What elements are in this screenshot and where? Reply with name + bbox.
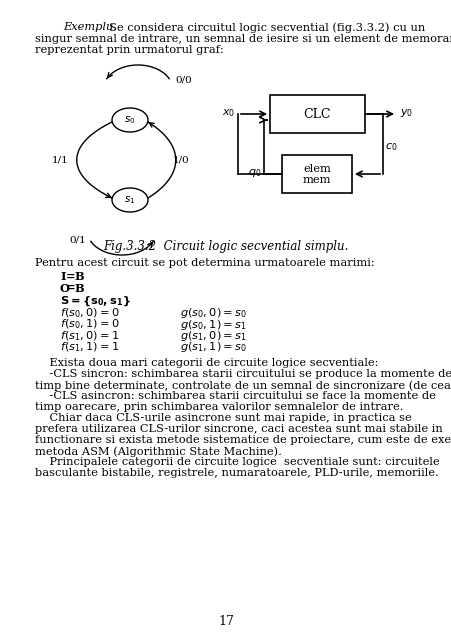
Text: -CLS asincron: schimbarea starii circuitului se face la momente de: -CLS asincron: schimbarea starii circuit… bbox=[35, 391, 435, 401]
Text: =: = bbox=[66, 283, 75, 294]
Text: basculante bistabile, registrele, numaratoarele, PLD-urile, memoriile.: basculante bistabile, registrele, numara… bbox=[35, 468, 438, 478]
Text: Fig.3.3.2  Circuit logic secvential simplu.: Fig.3.3.2 Circuit logic secvential simpl… bbox=[103, 240, 348, 253]
Text: timp bine determinate, controlate de un semnal de sincronizare (de ceas);: timp bine determinate, controlate de un … bbox=[35, 380, 451, 390]
Text: $f(s_1,0) = 1$: $f(s_1,0) = 1$ bbox=[60, 329, 119, 342]
Text: $g(s_1,1) = s_0$: $g(s_1,1) = s_0$ bbox=[179, 340, 246, 355]
Text: prefera utilizarea CLS-urilor sincrone, caci acestea sunt mai stabile in: prefera utilizarea CLS-urilor sincrone, … bbox=[35, 424, 442, 434]
Text: $y_0$: $y_0$ bbox=[399, 107, 412, 119]
Text: O: O bbox=[60, 283, 70, 294]
Text: I: I bbox=[60, 271, 65, 282]
Bar bbox=[281, 155, 351, 193]
Text: $f(s_1,1) = 1$: $f(s_1,1) = 1$ bbox=[60, 340, 119, 354]
Text: -CLS sincron: schimbarea starii circuitului se produce la momente de: -CLS sincron: schimbarea starii circuitu… bbox=[35, 369, 451, 379]
Text: metoda ASM (Algorithmic State Machine).: metoda ASM (Algorithmic State Machine). bbox=[35, 446, 281, 456]
Text: 0/1: 0/1 bbox=[69, 236, 86, 244]
Text: $c_0$: $c_0$ bbox=[384, 141, 396, 153]
Text: functionare si exista metode sistematice de proiectare, cum este de exemplu: functionare si exista metode sistematice… bbox=[35, 435, 451, 445]
Text: Pentru acest circuit se pot determina urmatoarele marimi:: Pentru acest circuit se pot determina ur… bbox=[35, 258, 374, 268]
Text: $\mathbf{S = \{s_0, s_1\}}$: $\mathbf{S = \{s_0, s_1\}}$ bbox=[60, 294, 130, 308]
Text: $q_0$: $q_0$ bbox=[247, 167, 260, 179]
Text: $x_0$: $x_0$ bbox=[221, 107, 235, 119]
Text: $s_1$: $s_1$ bbox=[124, 194, 135, 206]
Text: $g(s_0,0) = s_0$: $g(s_0,0) = s_0$ bbox=[179, 306, 246, 320]
Text: $g(s_0,1) = s_1$: $g(s_0,1) = s_1$ bbox=[179, 317, 246, 332]
Text: 1/1: 1/1 bbox=[52, 156, 69, 164]
Text: $s_0$: $s_0$ bbox=[124, 114, 135, 126]
Text: singur semnal de intrare, un semnal de iesire si un element de memorare,: singur semnal de intrare, un semnal de i… bbox=[35, 33, 451, 44]
Text: B: B bbox=[74, 283, 83, 294]
Text: 0/0: 0/0 bbox=[175, 76, 191, 84]
Text: CLC: CLC bbox=[303, 108, 331, 120]
Text: 1/0: 1/0 bbox=[173, 156, 189, 164]
Bar bbox=[269, 95, 364, 133]
Text: $f(s_0,1) = 0$: $f(s_0,1) = 0$ bbox=[60, 317, 120, 331]
Text: Se considera circuitul logic secvential (fig.3.3.2) cu un: Se considera circuitul logic secvential … bbox=[109, 22, 424, 33]
Text: Exista doua mari categorii de circuite logice secventiale:: Exista doua mari categorii de circuite l… bbox=[35, 358, 377, 368]
Text: Exemplu.: Exemplu. bbox=[63, 22, 117, 32]
Text: Principalele categorii de circuite logice  secventiale sunt: circuitele: Principalele categorii de circuite logic… bbox=[35, 457, 439, 467]
Text: B: B bbox=[74, 271, 83, 282]
Text: elem: elem bbox=[302, 164, 330, 174]
Text: reprezentat prin urmatorul graf:: reprezentat prin urmatorul graf: bbox=[35, 45, 223, 55]
Text: Chiar daca CLS-urile asincrone sunt mai rapide, in practica se: Chiar daca CLS-urile asincrone sunt mai … bbox=[35, 413, 411, 423]
Text: mem: mem bbox=[302, 175, 331, 185]
Text: $f(s_0,0) = 0$: $f(s_0,0) = 0$ bbox=[60, 306, 120, 319]
Text: 17: 17 bbox=[217, 615, 234, 628]
Text: =: = bbox=[66, 271, 75, 282]
Text: timp oarecare, prin schimbarea valorilor semnalelor de intrare.: timp oarecare, prin schimbarea valorilor… bbox=[35, 402, 403, 412]
Text: $g(s_1,0) = s_1$: $g(s_1,0) = s_1$ bbox=[179, 329, 246, 343]
